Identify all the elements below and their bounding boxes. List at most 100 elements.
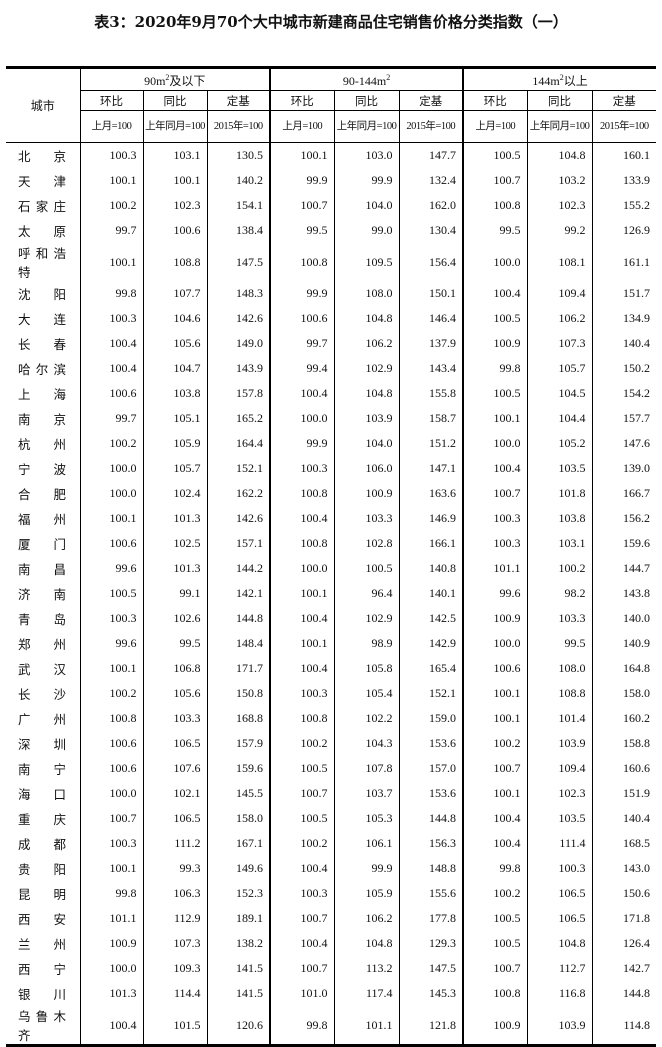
index-value: 100.0 <box>462 243 528 281</box>
table-row: 哈尔滨 100.4 104.7 143.9 99.4 102.9 143.4 99.8 105.… <box>6 356 657 381</box>
index-value: 99.9 <box>269 431 335 456</box>
index-value: 150.2 <box>591 356 657 381</box>
index-value: 100.0 <box>269 406 335 431</box>
index-value: 100.3 <box>526 856 593 881</box>
index-value: 100.7 <box>462 481 528 506</box>
index-value: 100.5 <box>462 931 528 956</box>
index-value: 120.6 <box>206 1006 271 1046</box>
index-value: 99.6 <box>462 581 528 606</box>
city-name: 长春 <box>6 331 81 356</box>
table-row: 银川 101.3 114.4 141.5 101.0 117.4 145.3 100.8 116… <box>6 981 657 1006</box>
city-name-text: 重庆 <box>18 812 66 827</box>
index-value: 105.8 <box>333 656 400 681</box>
index-value: 151.2 <box>398 431 464 456</box>
sub-header: 定基 <box>591 90 657 111</box>
index-value: 142.6 <box>206 306 271 331</box>
index-value: 160.6 <box>591 756 657 781</box>
index-value: 158.0 <box>206 806 271 831</box>
index-value: 157.9 <box>206 731 271 756</box>
index-value: 102.9 <box>333 356 400 381</box>
group-label-sup: 2 <box>386 73 391 82</box>
city-name: 武汉 <box>6 656 81 681</box>
index-value: 157.1 <box>206 531 271 556</box>
index-value: 126.9 <box>591 218 657 243</box>
sub-header: 同比 <box>333 90 400 111</box>
table-row: 乌鲁木齐 100.4 101.5 120.6 99.8 101.1 121.8 100.9 10… <box>6 1006 657 1046</box>
index-value: 100.0 <box>462 431 528 456</box>
index-value: 100.1 <box>269 581 335 606</box>
index-value: 105.9 <box>333 881 400 906</box>
index-value: 106.5 <box>526 906 593 931</box>
index-value: 103.1 <box>142 142 208 168</box>
index-value: 100.4 <box>462 806 528 831</box>
city-name: 上海 <box>6 381 81 406</box>
index-value: 164.4 <box>206 431 271 456</box>
city-name-text: 郑州 <box>18 637 66 652</box>
index-value: 142.6 <box>206 506 271 531</box>
city-name-text: 福州 <box>18 512 66 527</box>
sub-header: 环比 <box>269 90 335 111</box>
city-name: 大连 <box>6 306 81 331</box>
index-value: 109.3 <box>142 956 208 981</box>
index-value: 102.8 <box>333 531 400 556</box>
index-value: 166.7 <box>591 481 657 506</box>
index-value: 107.3 <box>142 931 208 956</box>
index-value: 140.1 <box>398 581 464 606</box>
index-value: 157.7 <box>591 406 657 431</box>
index-value: 163.6 <box>398 481 464 506</box>
city-name: 石家庄 <box>6 193 81 218</box>
index-value: 168.5 <box>591 831 657 856</box>
city-name: 太原 <box>6 218 81 243</box>
city-name: 沈阳 <box>6 281 81 306</box>
index-value: 99.7 <box>269 331 335 356</box>
index-value: 100.1 <box>269 142 335 168</box>
index-value: 99.4 <box>269 356 335 381</box>
index-value: 100.8 <box>269 531 335 556</box>
index-value: 102.3 <box>526 193 593 218</box>
index-value: 99.5 <box>269 218 335 243</box>
index-value: 100.4 <box>269 856 335 881</box>
index-value: 100.1 <box>462 406 528 431</box>
index-value: 100.4 <box>269 381 335 406</box>
index-value: 100.4 <box>462 281 528 306</box>
price-index-table: 城市 90m2及以下 90-144m2 144m2以上 环比 同比 定基 环比 同比 定基 环比 同比… <box>6 66 657 1047</box>
index-value: 100.4 <box>269 656 335 681</box>
index-value: 99.6 <box>79 631 144 656</box>
index-value: 103.7 <box>333 781 400 806</box>
index-value: 106.5 <box>526 881 593 906</box>
city-name-text: 深圳 <box>18 737 66 752</box>
index-value: 104.0 <box>333 431 400 456</box>
base-header: 上月=100 <box>79 110 144 143</box>
index-value: 101.1 <box>79 906 144 931</box>
index-value: 105.6 <box>142 681 208 706</box>
index-value: 102.2 <box>333 706 400 731</box>
index-value: 152.1 <box>206 456 271 481</box>
sub-header: 定基 <box>398 90 464 111</box>
group-label-sup: 2 <box>165 73 170 82</box>
index-value: 114.4 <box>142 981 208 1006</box>
city-name-text: 南宁 <box>18 762 66 777</box>
index-value: 140.4 <box>591 806 657 831</box>
table-row: 南昌 99.6 101.3 144.2 100.0 100.5 140.8 101.1 100.… <box>6 556 657 581</box>
index-value: 156.2 <box>591 506 657 531</box>
index-value: 106.3 <box>142 881 208 906</box>
table-row: 南京 99.7 105.1 165.2 100.0 103.9 158.7 100.1 104.… <box>6 406 657 431</box>
index-value: 150.6 <box>591 881 657 906</box>
index-value: 103.9 <box>333 406 400 431</box>
index-value: 100.6 <box>269 306 335 331</box>
index-value: 148.8 <box>398 856 464 881</box>
index-value: 100.8 <box>269 481 335 506</box>
table-row: 上海 100.6 103.8 157.8 100.4 104.8 155.8 100.5 104… <box>6 381 657 406</box>
index-value: 100.3 <box>462 506 528 531</box>
index-value: 144.2 <box>206 556 271 581</box>
index-value: 104.3 <box>333 731 400 756</box>
index-value: 99.3 <box>142 856 208 881</box>
index-value: 105.1 <box>142 406 208 431</box>
index-value: 107.6 <box>142 756 208 781</box>
index-value: 114.8 <box>591 1006 657 1046</box>
index-value: 104.7 <box>142 356 208 381</box>
base-header: 上年同月=100 <box>333 110 400 143</box>
index-value: 144.7 <box>591 556 657 581</box>
index-value: 102.3 <box>142 193 208 218</box>
index-value: 152.3 <box>206 881 271 906</box>
